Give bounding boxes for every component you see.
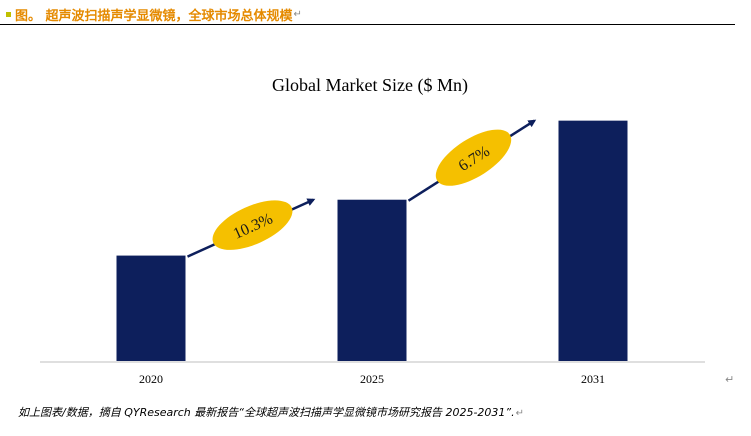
growth-bubble-1: 10.3% bbox=[212, 200, 293, 250]
bar-2020 bbox=[116, 255, 186, 361]
growth-annotations-layer: 10.3% 6.7% bbox=[186, 119, 537, 258]
bar-2025 bbox=[337, 199, 407, 361]
paragraph-mark-icon: ↵ bbox=[293, 8, 302, 20]
growth-bubble-shape bbox=[212, 200, 293, 250]
bars-layer bbox=[116, 120, 628, 362]
x-tick-label-2025: 2025 bbox=[360, 372, 384, 386]
caption-bullet-icon bbox=[6, 11, 11, 17]
x-tick-label-2031: 2031 bbox=[581, 372, 605, 386]
growth-bubble-2: 6.7% bbox=[435, 129, 512, 186]
figure-caption-title: 图。 超声波扫描声学显微镜，全球市场总体规模 bbox=[15, 8, 293, 24]
paragraph-mark-icon: ↵ bbox=[515, 408, 525, 419]
chart-title: Global Market Size ($ Mn) bbox=[272, 75, 468, 96]
bar-2031 bbox=[558, 120, 628, 362]
growth-bubble-shape bbox=[435, 129, 512, 186]
x-tick-label-2020: 2020 bbox=[139, 372, 163, 386]
tick-labels-layer: 2020 2025 2031 bbox=[139, 372, 605, 386]
figure-caption-bar: 图。 超声波扫描声学显微镜，全球市场总体规模 ↵ bbox=[0, 4, 735, 25]
source-note: 如上图表/数据，摘自 QYResearch 最新报告“全球超声波扫描声学显微镜市… bbox=[18, 404, 524, 420]
paragraph-mark-icon: ↵ bbox=[725, 373, 735, 386]
source-text: 如上图表/数据，摘自 QYResearch 最新报告“全球超声波扫描声学显微镜市… bbox=[18, 406, 515, 419]
